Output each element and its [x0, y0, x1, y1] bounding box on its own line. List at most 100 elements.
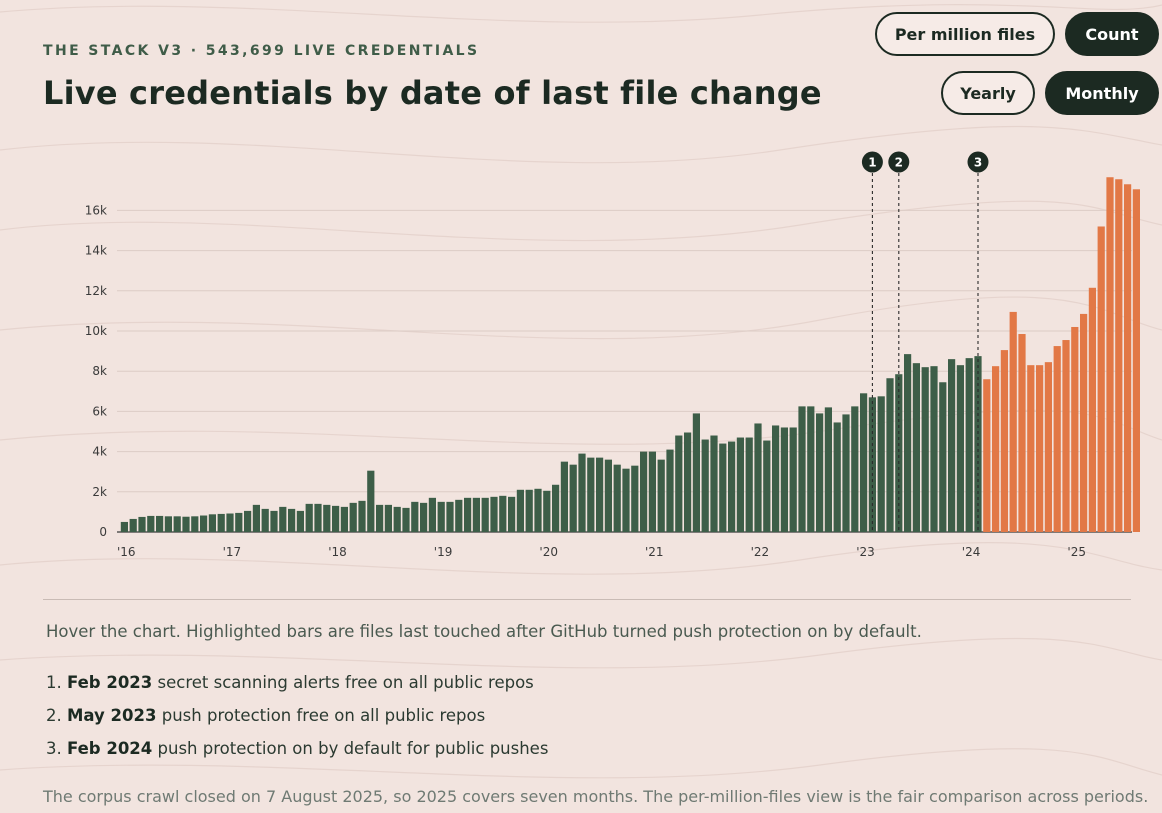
bar[interactable]	[244, 510, 252, 532]
bar[interactable]	[279, 506, 287, 532]
bar[interactable]	[912, 363, 920, 532]
bar[interactable]	[508, 496, 516, 532]
bar[interactable]	[657, 459, 665, 532]
bar[interactable]	[983, 379, 991, 532]
bar[interactable]	[789, 427, 797, 532]
bar[interactable]	[1080, 313, 1088, 532]
bar[interactable]	[1071, 326, 1079, 532]
bar[interactable]	[1000, 350, 1008, 532]
bar-chart[interactable]: 0 2k 4k 6k 8k 10k 12k 14k 16k 1 2 3 '16 '17 '18 '19 '2…	[0, 140, 1162, 580]
bar[interactable]	[332, 505, 340, 532]
bar[interactable]	[1018, 334, 1026, 532]
bar[interactable]	[490, 496, 498, 532]
monthly-button[interactable]: Monthly	[1045, 71, 1159, 115]
bar[interactable]	[851, 406, 859, 532]
bar[interactable]	[296, 510, 304, 532]
bar[interactable]	[384, 504, 392, 532]
bar[interactable]	[120, 521, 128, 532]
bar[interactable]	[710, 435, 718, 532]
bar[interactable]	[948, 359, 956, 532]
bar[interactable]	[860, 393, 868, 532]
bar[interactable]	[402, 507, 410, 532]
per-million-files-button[interactable]: Per million files	[875, 12, 1055, 56]
bar[interactable]	[156, 515, 164, 532]
bar[interactable]	[631, 465, 639, 532]
bar[interactable]	[516, 489, 524, 532]
bar[interactable]	[288, 508, 296, 532]
bar[interactable]	[349, 502, 357, 532]
bar[interactable]	[420, 502, 428, 532]
bar[interactable]	[895, 374, 903, 532]
bar[interactable]	[666, 449, 674, 532]
bar[interactable]	[772, 425, 780, 532]
bar[interactable]	[305, 503, 313, 532]
bar[interactable]	[552, 484, 560, 532]
bar[interactable]	[543, 490, 551, 532]
bar[interactable]	[992, 366, 1000, 532]
bar[interactable]	[833, 422, 841, 532]
bar[interactable]	[904, 354, 912, 532]
bar[interactable]	[191, 516, 199, 532]
bar[interactable]	[684, 432, 692, 532]
bar[interactable]	[464, 497, 472, 532]
bar[interactable]	[340, 506, 348, 532]
bar[interactable]	[824, 407, 832, 532]
bar[interactable]	[455, 499, 463, 532]
bar[interactable]	[376, 504, 384, 532]
bar[interactable]	[235, 512, 243, 532]
bar[interactable]	[1036, 365, 1044, 532]
bar[interactable]	[587, 457, 595, 532]
bars[interactable]	[120, 177, 1140, 533]
bar[interactable]	[798, 406, 806, 532]
bar[interactable]	[208, 514, 216, 532]
bar[interactable]	[428, 497, 436, 532]
bar[interactable]	[499, 495, 507, 532]
bar[interactable]	[1009, 311, 1017, 532]
bar[interactable]	[1124, 184, 1132, 532]
bar[interactable]	[886, 378, 894, 532]
bar[interactable]	[728, 441, 736, 532]
bar[interactable]	[314, 503, 322, 532]
bar[interactable]	[956, 365, 964, 532]
bar[interactable]	[648, 451, 656, 532]
bar[interactable]	[1062, 340, 1070, 532]
bar[interactable]	[868, 397, 876, 532]
bar[interactable]	[1088, 287, 1096, 532]
bar[interactable]	[358, 500, 366, 532]
bar[interactable]	[613, 464, 621, 532]
bar[interactable]	[182, 516, 190, 532]
bar[interactable]	[217, 513, 225, 532]
bar[interactable]	[147, 515, 155, 532]
bar[interactable]	[1115, 179, 1123, 532]
bar[interactable]	[675, 435, 683, 532]
bar[interactable]	[921, 367, 929, 532]
bar[interactable]	[1044, 362, 1052, 532]
bar[interactable]	[1132, 189, 1140, 533]
bar[interactable]	[596, 457, 604, 532]
bar[interactable]	[930, 366, 938, 532]
bar[interactable]	[367, 470, 375, 532]
yearly-button[interactable]: Yearly	[941, 71, 1035, 115]
bar[interactable]	[270, 510, 278, 532]
bar[interactable]	[640, 451, 648, 532]
bar[interactable]	[481, 497, 489, 532]
bar[interactable]	[719, 443, 727, 532]
bar[interactable]	[842, 414, 850, 532]
bar[interactable]	[411, 501, 419, 532]
bar[interactable]	[965, 358, 973, 532]
bar[interactable]	[200, 515, 208, 532]
bar[interactable]	[446, 501, 454, 532]
bar[interactable]	[780, 427, 788, 532]
bar[interactable]	[323, 504, 331, 532]
bar[interactable]	[437, 501, 445, 532]
bar[interactable]	[560, 461, 568, 532]
bar[interactable]	[622, 468, 630, 532]
bar[interactable]	[261, 508, 269, 532]
bar[interactable]	[173, 516, 181, 532]
bar[interactable]	[763, 440, 771, 532]
bar[interactable]	[252, 504, 260, 532]
bar[interactable]	[745, 437, 753, 532]
bar[interactable]	[736, 437, 744, 532]
count-button[interactable]: Count	[1065, 12, 1159, 56]
bar[interactable]	[534, 488, 542, 532]
